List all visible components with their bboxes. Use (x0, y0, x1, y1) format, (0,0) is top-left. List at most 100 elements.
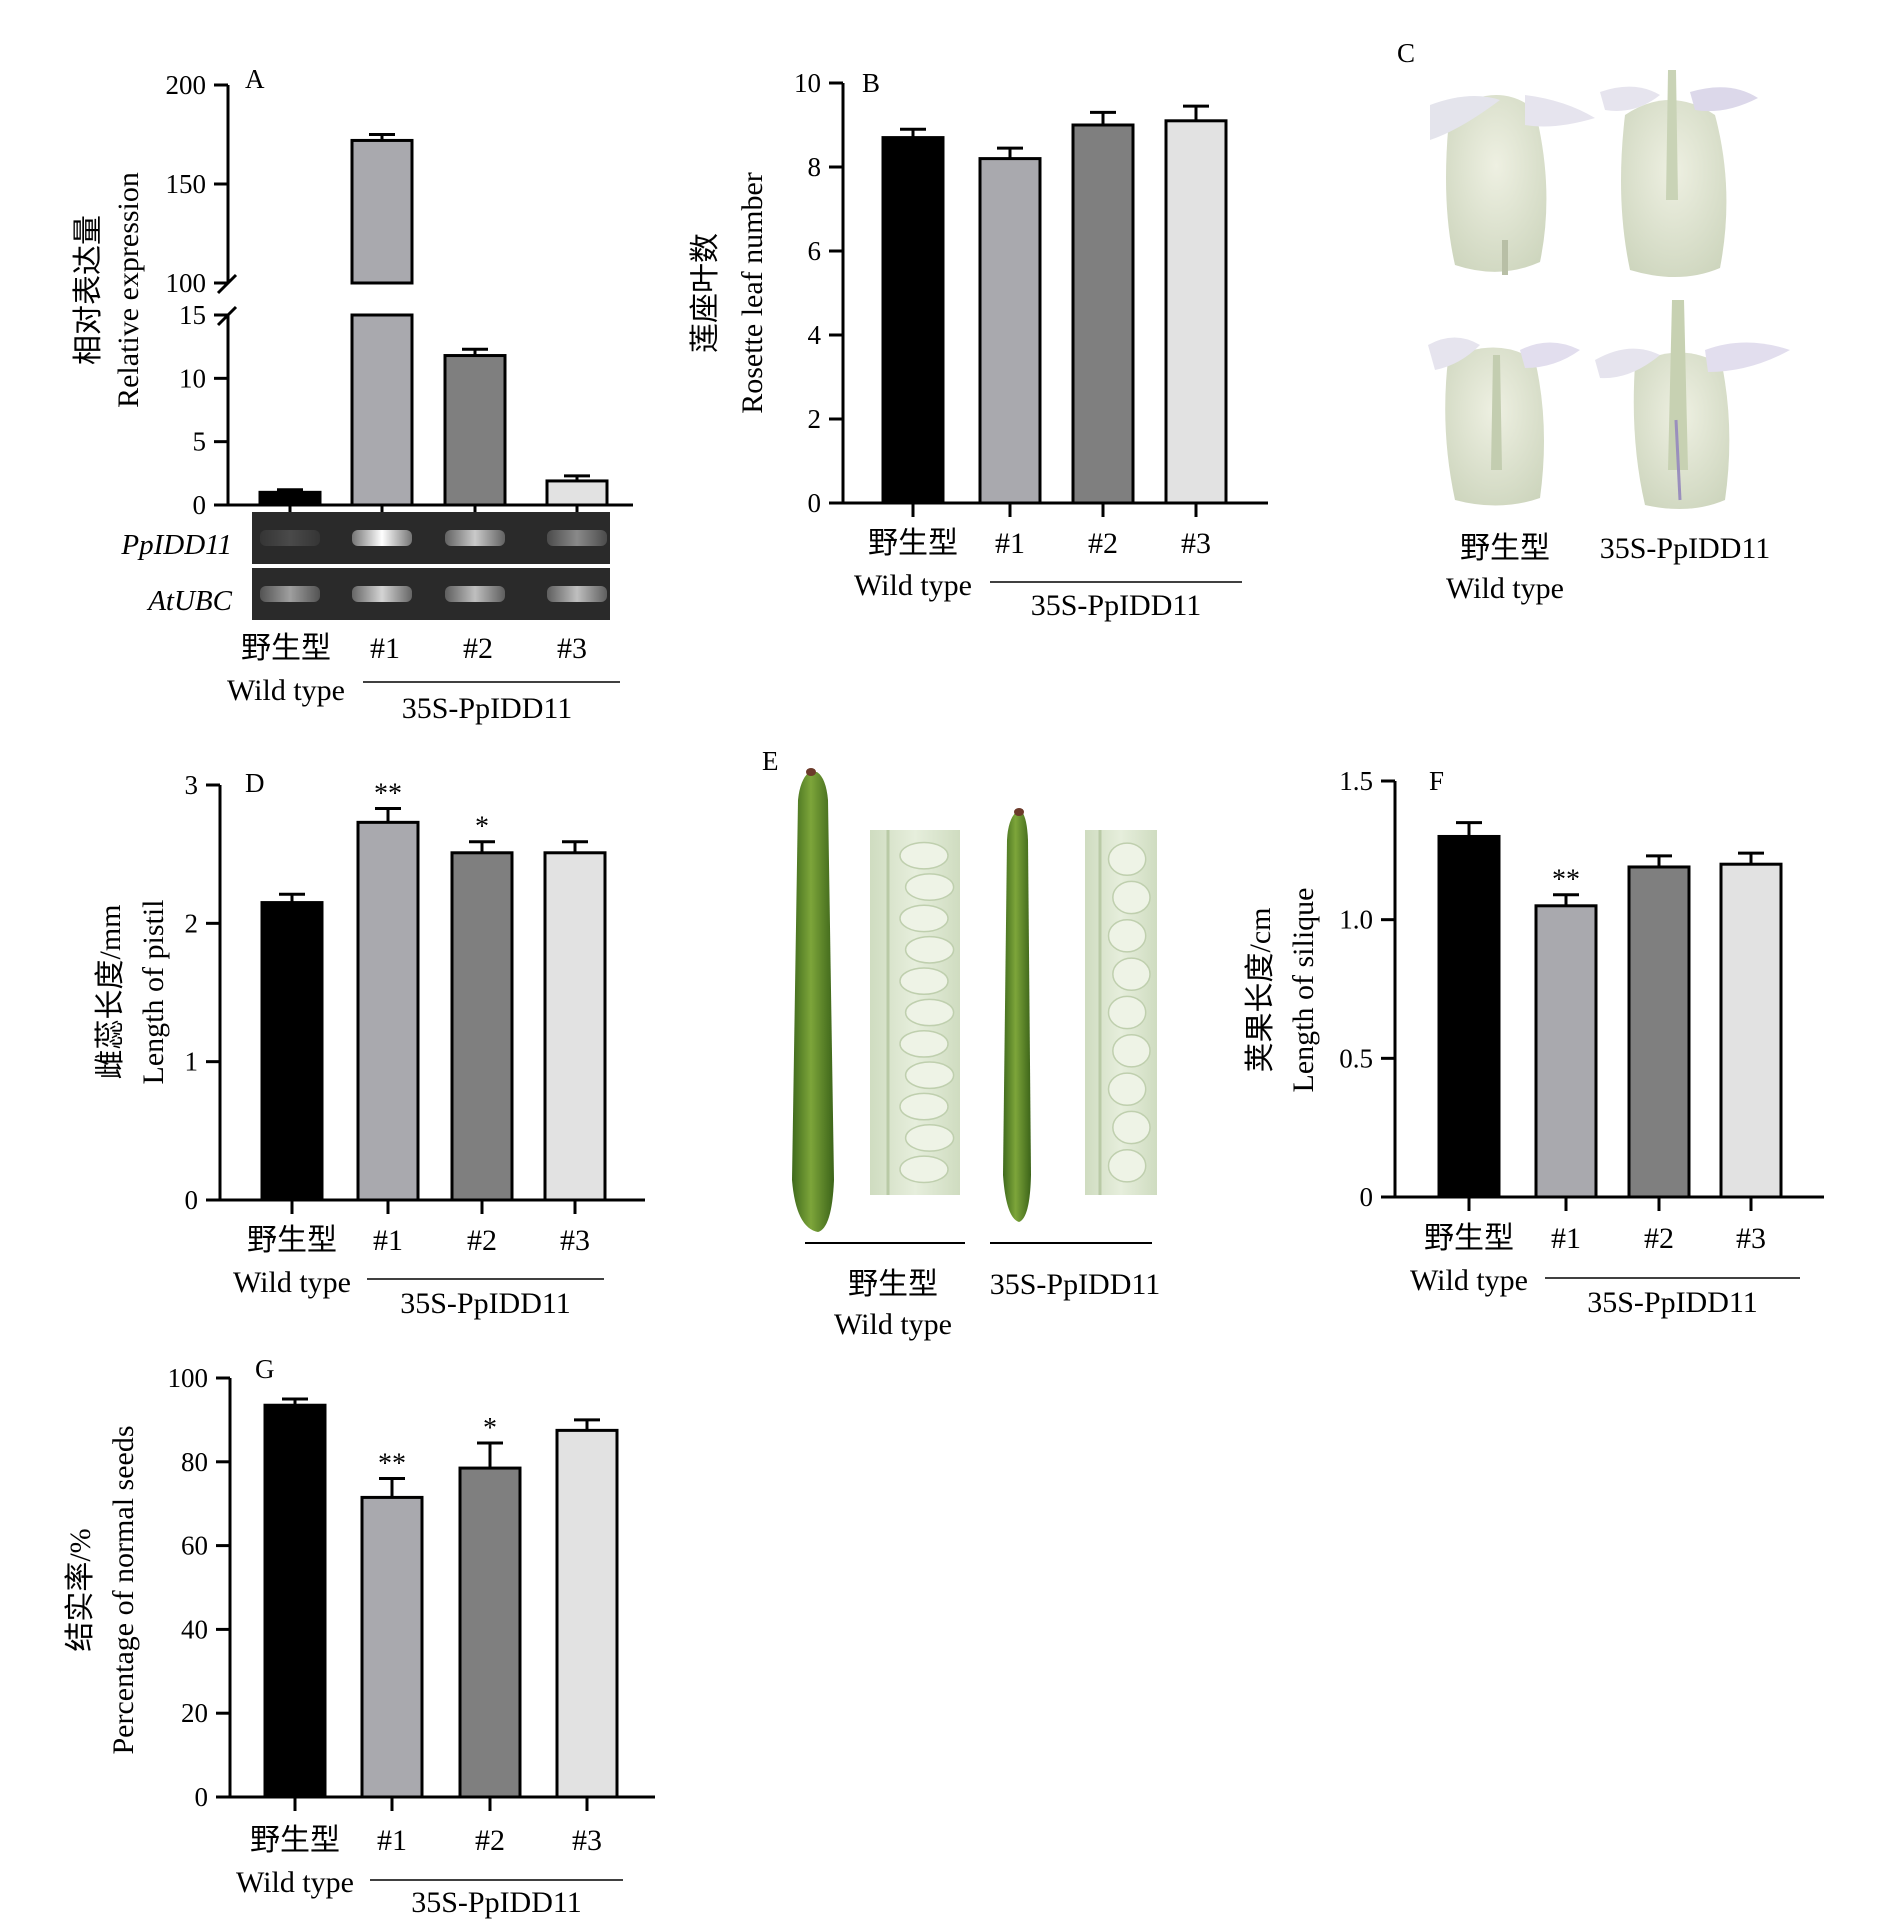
category-label-line-2: #2 (467, 1224, 497, 1257)
gel-band-ppidd11 (445, 530, 505, 546)
category-label-wild-type-en: Wild type (233, 1266, 351, 1299)
flower-wild-type-top (1430, 95, 1595, 275)
panel-letter: G (255, 1354, 275, 1384)
y-tick-label: 6 (808, 236, 822, 266)
panel-f-chart: F 荚果长度/cm Length of silique 0 0.5 1.0 1.5 ** 野生型… (1244, 766, 1824, 1319)
silique-wild-type-opened (870, 830, 960, 1195)
y-axis-label-cn: 荚果长度/cm (1244, 908, 1277, 1073)
bar-line-3 (555, 1428, 619, 1799)
panel-g-chart: G 结实率/% Percentage of normal seeds 0 20 40 60 8… (64, 1354, 655, 1919)
category-label-wild-type-en: Wild type (854, 569, 972, 602)
y-tick-label: 1.5 (1339, 766, 1373, 796)
panel-e-label-wt-en: Wild type (834, 1308, 952, 1341)
panel-letter: D (245, 768, 265, 798)
gel-band-atubc (445, 586, 505, 602)
panel-c-photos: C 野生型 Wild type 35S-PpIDD11 (1397, 38, 1790, 605)
panel-a-letter: A (245, 64, 265, 94)
y-tick-label: 60 (181, 1531, 208, 1561)
seed (1107, 1072, 1147, 1107)
y-tick-label: 1 (185, 1047, 199, 1077)
y-tick-label: 8 (808, 152, 822, 182)
bar-line-1 (1534, 904, 1598, 1199)
panel-c-letter: C (1397, 38, 1415, 68)
bar-line-1-lower (350, 313, 414, 507)
category-label-line-2: #2 (1088, 527, 1118, 560)
seed (1112, 880, 1151, 915)
significance-marker: * (483, 1413, 497, 1444)
significance-marker: * (475, 812, 489, 843)
y-tick-label: 0 (1360, 1182, 1374, 1212)
significance-marker: ** (1552, 865, 1580, 896)
seed (899, 904, 949, 933)
bar-wild-type (260, 901, 324, 1202)
y-axis-label-cn: 结实率/% (64, 1528, 97, 1651)
y-tick-label: 2 (808, 404, 822, 434)
category-label-line-3: #3 (557, 632, 587, 665)
gel-label-atubc: AtUBC (146, 585, 232, 617)
panel-a-ylabel-cn: 相对表达量 (72, 215, 105, 365)
y-tick-label: 40 (181, 1614, 208, 1644)
y-tick-label: 100 (168, 1363, 209, 1393)
category-label-line-2: #2 (463, 632, 493, 665)
seed (904, 998, 955, 1027)
category-label-wild-type-cn: 野生型 (247, 1224, 337, 1257)
significance-marker: ** (374, 779, 402, 810)
gel-band-atubc (352, 586, 412, 602)
seed (1112, 1110, 1151, 1145)
gel-band-ppidd11 (352, 530, 412, 546)
bar-line-3 (1164, 119, 1228, 505)
panel-e-letter: E (762, 746, 779, 776)
seed (904, 1124, 955, 1152)
y-axis-label-en: Length of silique (1287, 888, 1320, 1093)
silique-35s-ppidd11-opened (1085, 830, 1157, 1195)
y-tick-label: 80 (181, 1447, 208, 1477)
category-label-line-3: #3 (560, 1224, 590, 1257)
seed (1107, 1148, 1147, 1183)
y-tick-label: 10 (179, 363, 206, 393)
category-label-wild-type-cn: 野生型 (868, 527, 958, 560)
panel-letter: B (862, 68, 880, 98)
panel-c-label-oe: 35S-PpIDD11 (1600, 532, 1771, 565)
seed (1107, 842, 1147, 877)
bar-line-2 (1071, 123, 1135, 505)
panel-e-label-oe: 35S-PpIDD11 (990, 1268, 1161, 1301)
y-tick-label: 20 (181, 1698, 208, 1728)
seed (899, 841, 949, 870)
seed (1107, 918, 1147, 953)
category-label-line-1: #1 (373, 1224, 403, 1257)
category-label-wild-type-cn: 野生型 (250, 1824, 340, 1857)
y-tick-label: 4 (808, 320, 822, 350)
category-label-line-2: #2 (475, 1824, 505, 1857)
seed (904, 1061, 955, 1090)
flower-wild-type-bottom (1428, 337, 1580, 506)
y-tick-label: 1.0 (1339, 905, 1373, 935)
seed (899, 1092, 949, 1121)
bar-line-1 (356, 820, 420, 1202)
y-tick-label: 0 (185, 1185, 199, 1215)
seed (904, 935, 955, 964)
bar-line-1 (360, 1495, 424, 1799)
group-label-35s-ppidd11: 35S-PpIDD11 (411, 1886, 582, 1919)
gel-band-ppidd11 (260, 530, 320, 546)
panel-e-photos: E 野生型 Wild type 35S-PpIDD11 (762, 746, 1160, 1341)
panel-letter: F (1429, 766, 1444, 796)
bar-wild-type (263, 1403, 327, 1799)
bar-line-3 (543, 851, 607, 1202)
category-label-line-1: #1 (1551, 1222, 1581, 1255)
y-tick-label: 0 (195, 1782, 209, 1812)
category-label-wild-type-cn: 野生型 (241, 632, 331, 665)
y-axis-label-en: Percentage of normal seeds (107, 1425, 140, 1754)
panel-a-ylabel-en: Relative expression (112, 172, 145, 408)
y-axis-label-en: Rosette leaf number (736, 172, 769, 414)
seed (904, 873, 955, 901)
gel-band-atubc (547, 586, 607, 602)
bar-line-1 (978, 157, 1042, 505)
y-axis-label-cn: 雌蕊长度/mm (94, 904, 127, 1079)
seed (899, 1029, 949, 1058)
gel-label-ppidd11: PpIDD11 (120, 529, 232, 561)
category-label-wild-type-en: Wild type (236, 1866, 354, 1899)
category-label-line-3: #3 (1181, 527, 1211, 560)
